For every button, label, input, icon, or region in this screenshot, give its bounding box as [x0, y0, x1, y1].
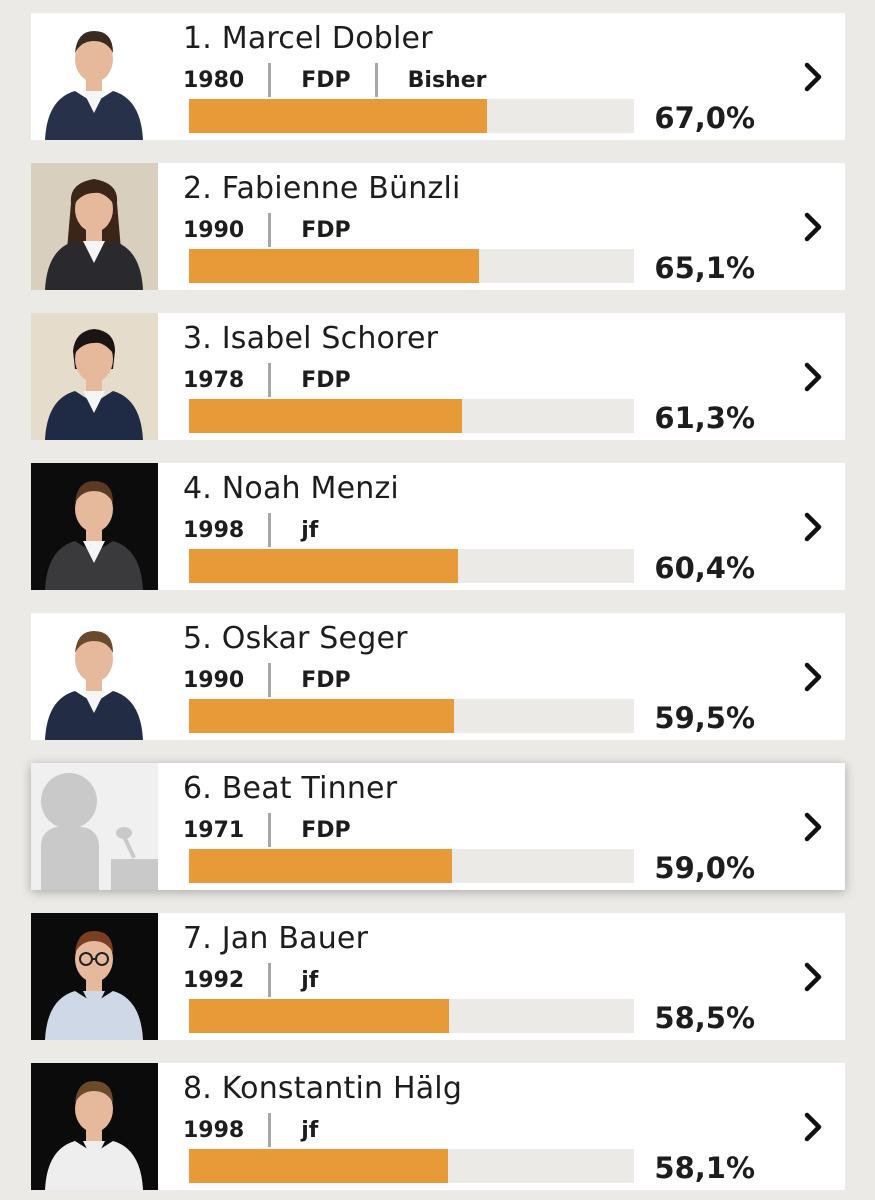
candidate-photo: [31, 913, 158, 1040]
separator: [374, 63, 378, 97]
candidate-photo: [31, 763, 158, 890]
candidate-card[interactable]: 4. Noah Menzi 1998 jf 60,4%: [31, 463, 845, 590]
candidate-name: 2. Fabienne Bünzli: [183, 171, 461, 206]
candidate-name: 8. Konstantin Hälg: [183, 1071, 463, 1106]
vote-bar-track: [189, 699, 634, 733]
chevron-right-icon[interactable]: [799, 511, 827, 543]
birth-year: 1971: [183, 817, 245, 843]
birth-year: 1980: [183, 67, 245, 93]
vote-percent: 59,0%: [654, 851, 755, 885]
candidate-card[interactable]: 6. Beat Tinner 1971 FDP 59,0%: [31, 763, 845, 890]
vote-bar-track: [189, 399, 634, 433]
candidate-card[interactable]: 1. Marcel Dobler 1980 FDP Bisher 67,0%: [31, 13, 845, 140]
separator: [268, 813, 272, 847]
vote-bar-track: [189, 999, 634, 1033]
birth-year: 1990: [183, 217, 245, 243]
party: jf: [301, 517, 319, 543]
candidate-photo: [31, 1063, 158, 1190]
chevron-right-icon[interactable]: [799, 61, 827, 93]
party: FDP: [301, 217, 351, 243]
vote-bar-fill: [189, 249, 479, 283]
candidate-meta: 1998 jf: [183, 1113, 318, 1147]
vote-bar-fill: [189, 99, 488, 133]
separator: [268, 663, 272, 697]
vote-percent: 58,1%: [654, 1151, 755, 1185]
vote-percent: 67,0%: [654, 101, 755, 135]
separator: [268, 1113, 272, 1147]
candidate-meta: 1998 jf: [183, 513, 318, 547]
separator: [268, 363, 272, 397]
vote-bar-track: [189, 549, 634, 583]
vote-bar-track: [189, 249, 634, 283]
vote-bar-fill: [189, 849, 452, 883]
vote-bar-track: [189, 99, 634, 133]
candidate-card[interactable]: 5. Oskar Seger 1990 FDP 59,5%: [31, 613, 845, 740]
birth-year: 1992: [183, 967, 245, 993]
party: FDP: [301, 67, 351, 93]
candidate-name: 6. Beat Tinner: [183, 771, 398, 806]
vote-percent: 65,1%: [654, 251, 755, 285]
party: FDP: [301, 667, 351, 693]
chevron-right-icon[interactable]: [799, 961, 827, 993]
birth-year: 1998: [183, 517, 245, 543]
party: jf: [301, 967, 319, 993]
vote-bar-fill: [189, 399, 462, 433]
candidate-card[interactable]: 7. Jan Bauer 1992 jf 58,5%: [31, 913, 845, 1040]
vote-percent: 59,5%: [654, 701, 755, 735]
candidate-card[interactable]: 8. Konstantin Hälg 1998 jf 58,1%: [31, 1063, 845, 1190]
vote-bar-fill: [189, 1149, 448, 1183]
candidate-name: 5. Oskar Seger: [183, 621, 408, 656]
candidate-meta: 1992 jf: [183, 963, 318, 997]
vote-percent: 58,5%: [654, 1001, 755, 1035]
status-label: Bisher: [407, 67, 487, 93]
candidate-meta: 1980 FDP Bisher: [183, 63, 487, 97]
vote-percent: 60,4%: [654, 551, 755, 585]
candidate-meta: 1990 FDP: [183, 663, 351, 697]
chevron-right-icon[interactable]: [799, 661, 827, 693]
party: FDP: [301, 367, 351, 393]
candidate-photo: [31, 613, 158, 740]
vote-bar-fill: [189, 699, 454, 733]
vote-bar-fill: [189, 999, 450, 1033]
separator: [268, 213, 272, 247]
birth-year: 1998: [183, 1117, 245, 1143]
candidate-photo: [31, 163, 158, 290]
candidate-name: 3. Isabel Schorer: [183, 321, 439, 356]
candidate-photo: [31, 463, 158, 590]
separator: [268, 963, 272, 997]
candidate-card[interactable]: 2. Fabienne Bünzli 1990 FDP 65,1%: [31, 163, 845, 290]
vote-bar-track: [189, 1149, 634, 1183]
candidate-name: 1. Marcel Dobler: [183, 21, 433, 56]
birth-year: 1978: [183, 367, 245, 393]
chevron-right-icon[interactable]: [799, 1111, 827, 1143]
candidate-meta: 1978 FDP: [183, 363, 351, 397]
candidate-photo: [31, 313, 158, 440]
candidate-meta: 1971 FDP: [183, 813, 351, 847]
candidate-meta: 1990 FDP: [183, 213, 351, 247]
candidate-name: 4. Noah Menzi: [183, 471, 399, 506]
vote-bar-track: [189, 849, 634, 883]
chevron-right-icon[interactable]: [799, 361, 827, 393]
party: FDP: [301, 817, 351, 843]
chevron-right-icon[interactable]: [799, 811, 827, 843]
separator: [268, 63, 272, 97]
candidate-name: 7. Jan Bauer: [183, 921, 369, 956]
candidate-photo: [31, 13, 158, 140]
chevron-right-icon[interactable]: [799, 211, 827, 243]
separator: [268, 513, 272, 547]
birth-year: 1990: [183, 667, 245, 693]
candidate-card[interactable]: 3. Isabel Schorer 1978 FDP 61,3%: [31, 313, 845, 440]
party: jf: [301, 1117, 319, 1143]
vote-percent: 61,3%: [654, 401, 755, 435]
vote-bar-fill: [189, 549, 458, 583]
